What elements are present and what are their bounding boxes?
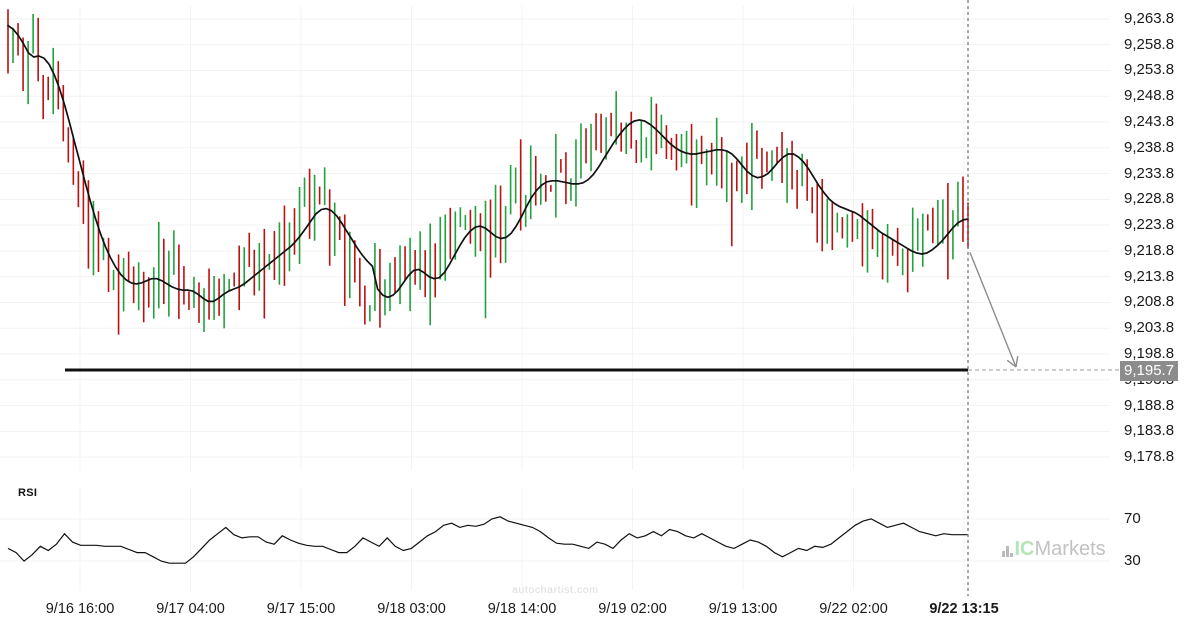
time-axis-tick: 9/16 16:00 <box>45 601 115 617</box>
ic-markets-logo: IC Markets <box>1002 533 1106 559</box>
forecast-overlay <box>65 0 1160 596</box>
price-axis-tick: 9,178.8 <box>1124 448 1175 466</box>
time-axis-tick: 9/17 04:00 <box>156 601 225 617</box>
price-axis-tick: 9,263.8 <box>1124 9 1175 27</box>
price-axis-tick: 9,253.8 <box>1124 61 1175 79</box>
price-axis-tick: 9,228.8 <box>1124 190 1175 208</box>
time-axis-tick: 9/19 13:00 <box>708 601 778 617</box>
rsi-grid-lines <box>0 488 1110 590</box>
rsi-axis-tick: 30 <box>1124 552 1141 570</box>
price-axis-tick: 9,223.8 <box>1124 216 1175 234</box>
price-axis-tick: 9,218.8 <box>1124 241 1175 259</box>
time-axis-tick: 9/18 03:00 <box>377 601 446 617</box>
ohlc-bars <box>7 9 969 335</box>
price-axis-tick: 9,183.8 <box>1124 422 1175 440</box>
time-axis-tick: 9/22 02:00 <box>819 601 888 617</box>
time-axis-tick: 9/22 13:15 <box>929 601 999 617</box>
rsi-axis-tick: 70 <box>1124 509 1141 527</box>
time-axis[interactable]: 9/16 16:00 9/17 04:00 9/17 15:00 9/18 03:00… <box>0 592 1110 630</box>
broker-logo-markets: Markets <box>1034 538 1106 560</box>
broker-logo-ic: IC <box>1014 538 1035 560</box>
current-price-marker: 9,195.7 <box>1120 360 1179 381</box>
price-axis-tick: 9,198.8 <box>1124 345 1175 362</box>
time-axis-tick: 9/19 02:00 <box>598 601 667 617</box>
grid-lines <box>0 6 1110 470</box>
price-axis-tick: 9,208.8 <box>1124 293 1175 311</box>
price-axis-tick: 9,203.8 <box>1124 319 1175 337</box>
rsi-line <box>7 516 968 564</box>
rsi-indicator-label: RSI <box>18 487 38 499</box>
moving-average-line <box>7 24 969 303</box>
price-axis-tick: 9,248.8 <box>1124 87 1175 105</box>
time-axis-tick: 9/18 14:00 <box>487 601 557 617</box>
price-axis-tick: 9,233.8 <box>1124 164 1175 182</box>
bar-chart-icon <box>1002 544 1013 557</box>
price-axis-tick: 9,243.8 <box>1124 113 1175 130</box>
price-axis-tick: 9,258.8 <box>1124 35 1175 53</box>
price-axis-tick: 9,238.8 <box>1124 138 1175 156</box>
price-axis-tick: 9,188.8 <box>1124 396 1175 414</box>
time-axis-tick: 9/17 15:00 <box>266 601 336 617</box>
autochartist-watermark: autochartist.com <box>512 584 599 596</box>
price-axis-tick: 9,213.8 <box>1124 267 1175 285</box>
price-axis[interactable]: 9,263.8 9,258.8 9,253.8 9,248.8 9,243.8 9,238… <box>1108 0 1200 590</box>
